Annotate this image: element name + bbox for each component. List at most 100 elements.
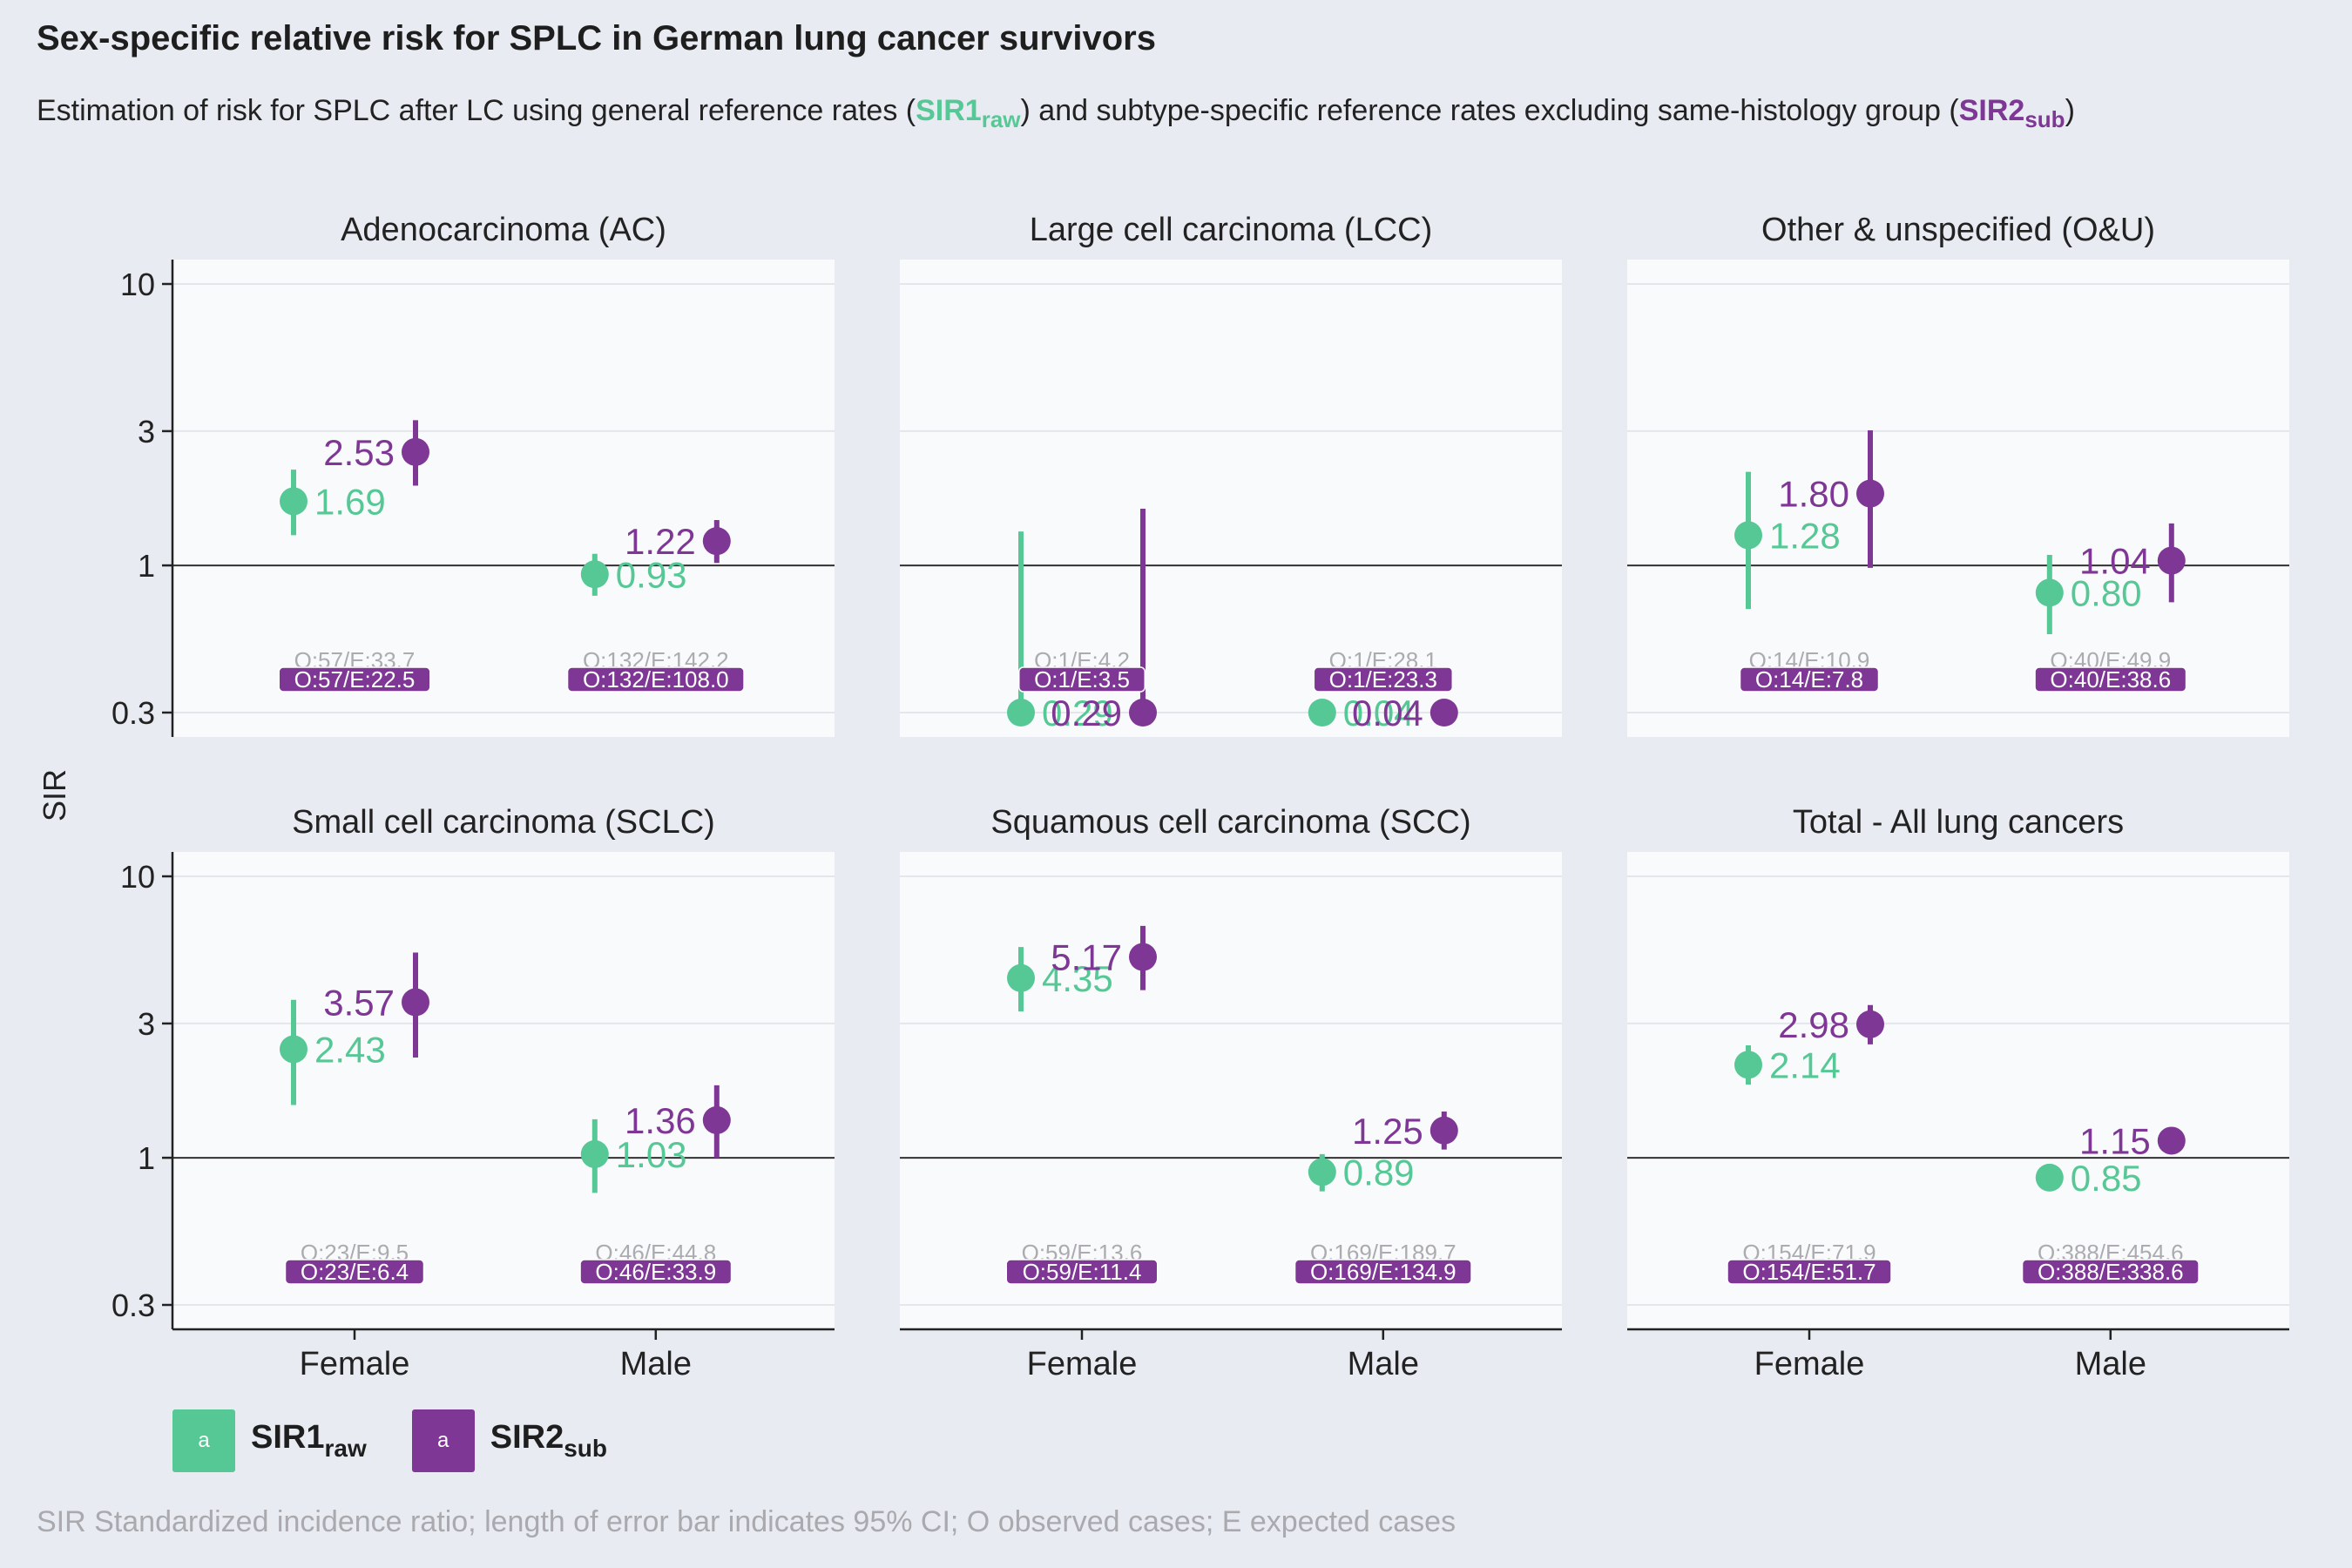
sir2-observed-expected-badge bbox=[1739, 666, 1880, 693]
y-tick-label: 1 bbox=[138, 548, 155, 584]
sir1-value-label: 1.28 bbox=[1769, 515, 1841, 556]
sir2-value-label: 1.36 bbox=[625, 1100, 696, 1141]
sir1-point bbox=[1007, 963, 1035, 992]
sir2-observed-expected: O:388/E:338.6 bbox=[2038, 1259, 2184, 1285]
panel-title: Small cell carcinoma (SCLC) bbox=[292, 804, 715, 841]
sir2-observed-expected: O:23/E:6.4 bbox=[301, 1259, 409, 1285]
sir2-observed-expected: O:1/E:3.5 bbox=[1034, 666, 1130, 693]
sir2-value-label: 2.98 bbox=[1778, 1004, 1849, 1045]
panel-1: Adenocarcinoma (AC) 0.3 1 3 10 1.69 2.53 O:57/E… bbox=[112, 212, 835, 737]
x-tick-label: Male bbox=[2075, 1346, 2146, 1382]
sir2-point bbox=[1429, 1116, 1458, 1145]
legend-label-sir2: SIR2sub bbox=[490, 1419, 607, 1463]
sir1-value-label: 1.69 bbox=[314, 481, 386, 522]
sir1-value-label: 0.93 bbox=[616, 554, 687, 595]
sir2-observed-expected-badge bbox=[1005, 1259, 1159, 1285]
sir2-observed-expected-badge bbox=[2021, 1259, 2200, 1285]
y-tick-label: 0.3 bbox=[112, 1288, 155, 1323]
sir2-observed-expected-badge bbox=[566, 666, 745, 693]
panel-5: Squamous cell carcinoma (SCC) Female Male 4… bbox=[900, 804, 1562, 1382]
sir1-point bbox=[580, 1139, 609, 1168]
x-tick-label: Female bbox=[1027, 1346, 1138, 1382]
sir1-point bbox=[2035, 1163, 2064, 1192]
sir1-value-label: 0.85 bbox=[2071, 1158, 2142, 1199]
y-tick-label: 3 bbox=[138, 414, 155, 449]
legend: a SIR1raw a SIR2sub bbox=[172, 1409, 652, 1472]
sir2-observed-expected-badge bbox=[1018, 666, 1146, 693]
sir1-value-label: 4.35 bbox=[1042, 958, 1113, 999]
legend-key-sir2: a bbox=[411, 1409, 475, 1472]
sir2-observed-expected: O:46/E:33.9 bbox=[595, 1259, 716, 1285]
sir2-point bbox=[702, 1105, 731, 1134]
panel-background bbox=[172, 260, 835, 737]
panel-background bbox=[1627, 852, 2289, 1329]
subtitle-prefix: Estimation of risk for SPLC after LC usi… bbox=[37, 94, 916, 127]
sir2-observed-expected: O:132/E:108.0 bbox=[583, 666, 729, 693]
sir2-observed-expected: O:14/E:7.8 bbox=[1755, 666, 1863, 693]
y-tick-label: 1 bbox=[138, 1140, 155, 1176]
panel-background bbox=[900, 260, 1562, 737]
panel-4: Small cell carcinoma (SCLC) 0.3 1 3 10 Female… bbox=[112, 804, 835, 1382]
sir2-point bbox=[1129, 943, 1157, 971]
sir1-point bbox=[580, 560, 609, 589]
sir2-value-label: 2.53 bbox=[323, 432, 395, 473]
sir2-value-label: 1.25 bbox=[1352, 1111, 1423, 1152]
sir2-observed-expected: O:169/E:134.9 bbox=[1310, 1259, 1456, 1285]
legend-label-sir1: SIR1raw bbox=[251, 1419, 367, 1463]
legend-sir1-main: SIR1 bbox=[251, 1419, 325, 1456]
sir2-value-label: 1.80 bbox=[1778, 474, 1849, 515]
x-tick-label: Male bbox=[1348, 1346, 1419, 1382]
subtitle-sir2-sub: sub bbox=[2024, 106, 2065, 132]
x-tick-label: Female bbox=[300, 1346, 410, 1382]
x-tick-label: Female bbox=[1754, 1346, 1865, 1382]
sir2-point bbox=[1429, 699, 1458, 727]
sir2-observed-expected-badge bbox=[284, 1259, 425, 1285]
sir2-value-label: 1.04 bbox=[2079, 541, 2151, 582]
sir1-value-label: 0.89 bbox=[1343, 1152, 1415, 1193]
chart-subtitle: Estimation of risk for SPLC after LC usi… bbox=[37, 94, 2075, 133]
sir2-point bbox=[402, 437, 429, 466]
subtitle-sir2: SIR2sub bbox=[1958, 94, 2065, 132]
x-tick-label: Male bbox=[620, 1346, 692, 1382]
sir2-value-label: 1.15 bbox=[2079, 1120, 2151, 1161]
sir1-value-label: 2.14 bbox=[1769, 1044, 1841, 1085]
subtitle-sir2-main: SIR2 bbox=[1958, 94, 2025, 127]
sir2-observed-expected: O:154/E:51.7 bbox=[1742, 1259, 1876, 1285]
y-tick-label: 10 bbox=[120, 267, 155, 302]
subtitle-sir1-sub: raw bbox=[981, 106, 1021, 132]
sir1-point bbox=[280, 487, 308, 516]
sir2-value-label: 3.57 bbox=[323, 983, 395, 1024]
sir2-observed-expected-badge bbox=[2034, 666, 2187, 693]
panel-2: Large cell carcinoma (LCC)0.290.29O:1/E:… bbox=[900, 212, 1562, 737]
legend-key-sir1: a bbox=[172, 1409, 235, 1472]
subtitle-middle: ) and subtype-specific reference rates e… bbox=[1020, 94, 1959, 127]
sir2-point bbox=[2157, 546, 2186, 575]
panel-3: Other & unspecified (O&U) 1.281.80 O:14/E:… bbox=[1627, 212, 2289, 737]
sir2-value-label: 0.04 bbox=[1352, 693, 1423, 733]
chart-title: Sex-specific relative risk for SPLC in G… bbox=[37, 19, 1156, 57]
legend-sir2-main: SIR2 bbox=[490, 1419, 564, 1456]
panel-background bbox=[1627, 260, 2289, 737]
sir2-point bbox=[402, 988, 429, 1017]
sir2-observed-expected-badge bbox=[1294, 1259, 1472, 1285]
sir2-observed-expected: O:1/E:23.3 bbox=[1329, 666, 1437, 693]
panel-6: Total - All lung cancers Female Male 2.142.… bbox=[1627, 804, 2289, 1382]
legend-sir2-sub: sub bbox=[564, 1435, 607, 1462]
y-tick-label: 10 bbox=[120, 859, 155, 895]
panel-title: Other & unspecified (O&U) bbox=[1761, 212, 2155, 248]
legend-sir1-sub: raw bbox=[324, 1435, 367, 1462]
sir2-point bbox=[702, 527, 731, 556]
sir2-observed-expected-badge bbox=[1727, 1259, 1892, 1285]
panel-title: Total - All lung cancers bbox=[1793, 804, 2124, 841]
sir1-point bbox=[1007, 699, 1035, 727]
sir1-value-label: 0.80 bbox=[2071, 572, 2142, 613]
sir2-point bbox=[1129, 699, 1157, 727]
sir1-point bbox=[280, 1035, 308, 1064]
sir1-value-label: 2.43 bbox=[314, 1029, 386, 1070]
sir2-observed-expected: O:59/E:11.4 bbox=[1023, 1259, 1142, 1285]
sir1-point bbox=[1308, 699, 1336, 727]
subtitle-sir1-main: SIR1 bbox=[916, 94, 982, 127]
sir2-observed-expected-badge bbox=[579, 1259, 733, 1285]
panel-title: Large cell carcinoma (LCC) bbox=[1030, 212, 1433, 248]
